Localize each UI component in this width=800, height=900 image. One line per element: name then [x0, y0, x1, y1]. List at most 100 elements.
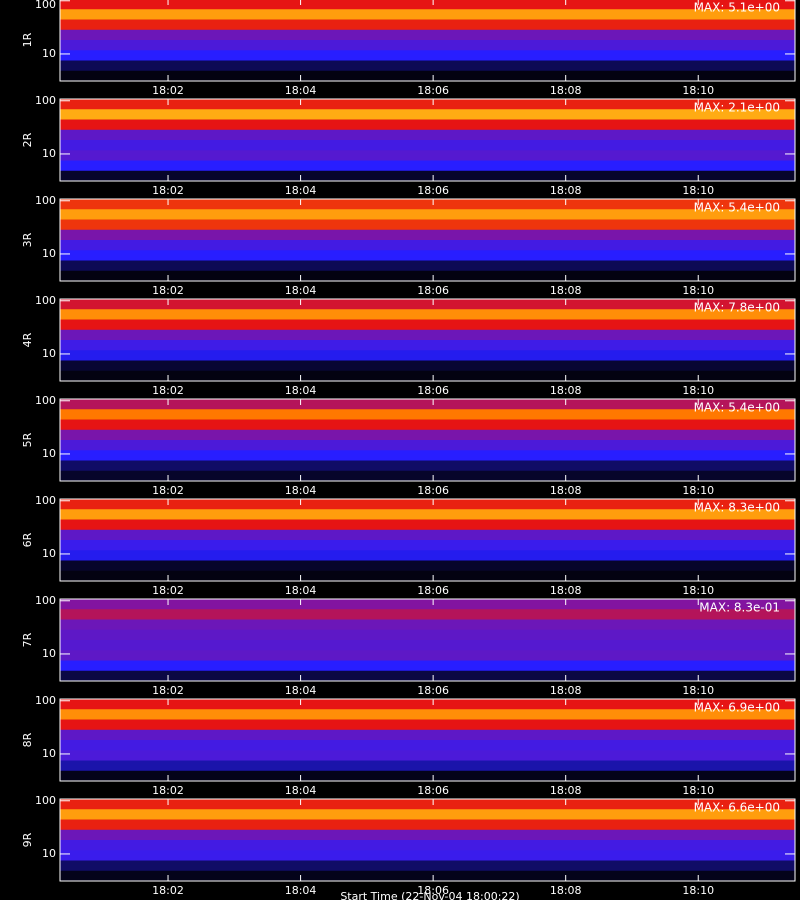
x-tick-label: 18:10 — [682, 184, 714, 197]
y-tick-label: 100 — [35, 694, 56, 707]
x-tick-label: 18:10 — [682, 684, 714, 697]
intensity-band — [60, 709, 795, 720]
y-axis-label: 4R — [21, 332, 34, 347]
plot-frame — [59, 598, 796, 682]
intensity-band — [60, 419, 795, 431]
y-tick-label: 10 — [42, 647, 56, 660]
intensity-band — [60, 340, 795, 351]
intensity-band — [60, 250, 795, 261]
intensity-band — [60, 170, 795, 182]
x-tick-label: 18:06 — [417, 584, 449, 597]
intensity-band — [60, 70, 795, 82]
intensity-band — [60, 0, 795, 10]
intensity-band — [60, 270, 795, 282]
intensity-band — [60, 529, 795, 541]
intensity-band — [60, 670, 795, 682]
intensity-band — [60, 799, 795, 810]
x-tick-label: 18:06 — [417, 384, 449, 397]
intensity-band — [60, 460, 795, 472]
x-tick-label: 18:04 — [285, 584, 317, 597]
intensity-band — [60, 29, 795, 41]
x-tick-label: 18:02 — [152, 884, 184, 897]
y-tick-label: 10 — [42, 247, 56, 260]
x-tick-label: 18:10 — [682, 384, 714, 397]
plot-frame — [59, 98, 796, 182]
intensity-band — [60, 770, 795, 782]
max-annotation: MAX: 5.4e+00 — [694, 401, 780, 415]
x-tick-label: 18:04 — [285, 884, 317, 897]
x-tick-label: 18:06 — [417, 84, 449, 97]
y-axis-label: 3R — [21, 232, 34, 247]
x-tick-label: 18:10 — [682, 584, 714, 597]
intensity-band — [60, 519, 795, 531]
intensity-band — [60, 219, 795, 231]
intensity-band — [60, 650, 795, 661]
intensity-band — [60, 599, 795, 610]
x-tick-label: 18:06 — [417, 484, 449, 497]
x-tick-label: 18:02 — [152, 584, 184, 597]
intensity-band — [60, 140, 795, 151]
x-tick-label: 18:02 — [152, 784, 184, 797]
x-tick-label: 18:02 — [152, 484, 184, 497]
x-tick-label: 18:06 — [417, 784, 449, 797]
intensity-band — [60, 319, 795, 331]
plot-frame — [59, 798, 796, 882]
x-tick-label: 18:04 — [285, 184, 317, 197]
plot-frame — [59, 698, 796, 782]
intensity-band — [60, 240, 795, 251]
y-tick-label: 100 — [35, 94, 56, 107]
intensity-band — [60, 760, 795, 772]
intensity-band — [60, 209, 795, 220]
x-tick-label: 18:10 — [682, 784, 714, 797]
x-tick-label: 18:06 — [417, 184, 449, 197]
y-axis-label: 7R — [21, 632, 34, 647]
intensity-band — [60, 699, 795, 710]
x-tick-label: 18:04 — [285, 684, 317, 697]
y-axis-label: 5R — [21, 432, 34, 447]
intensity-band — [60, 850, 795, 861]
plot-frame — [59, 498, 796, 582]
x-tick-label: 18:06 — [417, 684, 449, 697]
x-tick-label: 18:08 — [550, 684, 582, 697]
max-annotation: MAX: 5.1e+00 — [694, 1, 780, 15]
max-annotation: MAX: 2.1e+00 — [694, 101, 780, 115]
max-annotation: MAX: 5.4e+00 — [694, 201, 780, 215]
intensity-band — [60, 450, 795, 461]
plot-frame — [59, 398, 796, 482]
intensity-band — [60, 299, 795, 310]
intensity-band — [60, 350, 795, 361]
x-axis-label: Start Time (22-Nov-04 18:00:22) — [340, 890, 519, 900]
max-annotation: MAX: 8.3e-01 — [699, 601, 780, 615]
x-tick-label: 18:10 — [682, 284, 714, 297]
max-annotation: MAX: 8.3e+00 — [694, 501, 780, 515]
y-tick-label: 100 — [35, 594, 56, 607]
x-tick-label: 18:08 — [550, 784, 582, 797]
y-tick-label: 100 — [35, 794, 56, 807]
y-tick-label: 10 — [42, 547, 56, 560]
intensity-band — [60, 719, 795, 731]
intensity-band — [60, 560, 795, 572]
intensity-band — [60, 399, 795, 410]
plot-frame — [59, 0, 796, 82]
intensity-band — [60, 740, 795, 751]
x-tick-label: 18:08 — [550, 884, 582, 897]
intensity-band — [60, 750, 795, 761]
intensity-band — [60, 440, 795, 451]
y-tick-label: 100 — [35, 194, 56, 207]
x-tick-label: 18:08 — [550, 584, 582, 597]
intensity-band — [60, 470, 795, 482]
y-tick-label: 10 — [42, 447, 56, 460]
max-annotation: MAX: 6.6e+00 — [694, 801, 780, 815]
intensity-band — [60, 640, 795, 651]
intensity-band — [60, 260, 795, 272]
intensity-band — [60, 540, 795, 551]
plot-frame — [59, 298, 796, 382]
y-axis-label: 6R — [21, 532, 34, 547]
intensity-band — [60, 50, 795, 61]
intensity-band — [60, 229, 795, 241]
x-tick-label: 18:02 — [152, 284, 184, 297]
max-annotation: MAX: 7.8e+00 — [694, 301, 780, 315]
intensity-band — [60, 309, 795, 320]
intensity-band — [60, 119, 795, 131]
